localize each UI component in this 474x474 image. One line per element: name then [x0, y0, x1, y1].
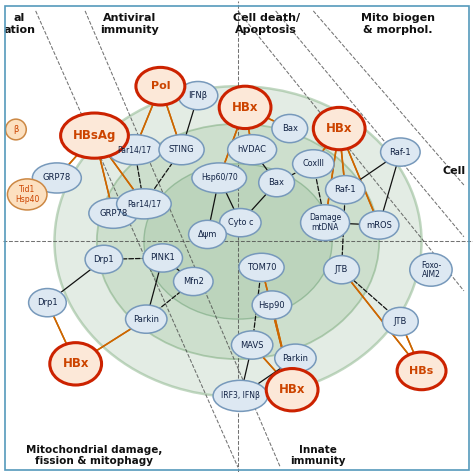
Ellipse shape: [32, 163, 82, 193]
Ellipse shape: [397, 352, 446, 390]
Ellipse shape: [144, 164, 332, 319]
Text: GRP78: GRP78: [43, 173, 71, 182]
Ellipse shape: [50, 343, 101, 385]
Ellipse shape: [136, 67, 185, 105]
Text: β: β: [13, 125, 18, 134]
Text: JTB: JTB: [335, 265, 348, 274]
Text: Raf-1: Raf-1: [335, 185, 356, 194]
Text: JTB: JTB: [394, 317, 407, 326]
Text: Parkin: Parkin: [133, 315, 159, 324]
Ellipse shape: [117, 189, 171, 219]
Text: Par14/17: Par14/17: [127, 200, 161, 209]
Ellipse shape: [381, 138, 420, 166]
Ellipse shape: [55, 86, 421, 397]
Text: IFNβ: IFNβ: [189, 91, 208, 100]
Text: Cell: Cell: [443, 166, 466, 176]
Ellipse shape: [313, 108, 365, 150]
Text: Parkin: Parkin: [283, 354, 309, 363]
Text: Antiviral
immunity: Antiviral immunity: [100, 13, 159, 35]
Ellipse shape: [143, 244, 182, 272]
Text: Drp1: Drp1: [93, 255, 114, 264]
Ellipse shape: [213, 380, 268, 411]
Ellipse shape: [272, 114, 308, 143]
Text: Foxo-
AIM2: Foxo- AIM2: [421, 261, 441, 279]
Text: PINK1: PINK1: [150, 254, 175, 263]
Ellipse shape: [8, 179, 47, 210]
Ellipse shape: [107, 135, 162, 165]
Text: Tid1
Hsp40: Tid1 Hsp40: [15, 185, 39, 204]
Text: Mfn2: Mfn2: [183, 277, 204, 286]
Ellipse shape: [159, 135, 204, 165]
Text: TOM70: TOM70: [247, 263, 276, 272]
Text: Mitochondrial damage,
fission & mitophagy: Mitochondrial damage, fission & mitophag…: [27, 445, 163, 466]
Text: HBx: HBx: [232, 101, 258, 114]
Ellipse shape: [89, 198, 138, 228]
Text: Hsp60/70: Hsp60/70: [201, 173, 237, 182]
Text: Drp1: Drp1: [37, 298, 58, 307]
Ellipse shape: [239, 253, 284, 282]
Ellipse shape: [383, 307, 418, 336]
Ellipse shape: [219, 86, 271, 128]
Text: HBx: HBx: [326, 122, 353, 135]
Text: Bax: Bax: [282, 124, 298, 133]
Ellipse shape: [178, 82, 218, 109]
Ellipse shape: [219, 209, 261, 237]
Ellipse shape: [324, 255, 359, 284]
Text: Damage
mtDNA: Damage mtDNA: [309, 213, 341, 232]
Ellipse shape: [228, 135, 277, 165]
Ellipse shape: [252, 291, 292, 319]
Ellipse shape: [275, 344, 316, 372]
Ellipse shape: [231, 331, 273, 359]
Text: mROS: mROS: [366, 220, 392, 229]
Ellipse shape: [61, 113, 128, 158]
Text: Δψm: Δψm: [198, 230, 217, 239]
Text: Par14/17: Par14/17: [118, 145, 152, 154]
Text: CoxIII: CoxIII: [302, 159, 324, 168]
Text: al
ation: al ation: [3, 13, 35, 35]
Text: STING: STING: [169, 145, 194, 154]
Text: HBx: HBx: [63, 357, 89, 370]
Text: Hsp90: Hsp90: [259, 301, 285, 310]
Text: Pol: Pol: [151, 81, 170, 91]
Ellipse shape: [85, 245, 123, 273]
Ellipse shape: [292, 150, 334, 178]
Text: HBs: HBs: [410, 366, 434, 376]
Text: Cyto c: Cyto c: [228, 218, 253, 227]
Ellipse shape: [6, 119, 26, 140]
Ellipse shape: [359, 211, 399, 239]
Ellipse shape: [259, 169, 294, 197]
Ellipse shape: [28, 289, 66, 317]
Ellipse shape: [410, 253, 452, 286]
Text: Cell death/
Apoptosis: Cell death/ Apoptosis: [233, 13, 300, 35]
Text: Innate
immunity: Innate immunity: [290, 445, 346, 466]
Text: GRP78: GRP78: [99, 209, 128, 218]
Ellipse shape: [301, 205, 349, 240]
Text: MAVS: MAVS: [240, 340, 264, 349]
Ellipse shape: [173, 267, 213, 296]
Text: Mito biogen
& morphol.: Mito biogen & morphol.: [361, 13, 435, 35]
Text: Bax: Bax: [269, 178, 284, 187]
Ellipse shape: [126, 305, 167, 333]
Ellipse shape: [97, 124, 379, 359]
Text: IRF3, IFNβ: IRF3, IFNβ: [221, 392, 260, 401]
Text: HBx: HBx: [279, 383, 305, 396]
Ellipse shape: [189, 220, 226, 248]
Text: HBsAg: HBsAg: [73, 129, 116, 142]
Ellipse shape: [326, 175, 365, 204]
Text: hVDAC: hVDAC: [237, 145, 267, 154]
Ellipse shape: [192, 163, 246, 193]
Text: Raf-1: Raf-1: [390, 147, 411, 156]
Ellipse shape: [266, 369, 318, 411]
